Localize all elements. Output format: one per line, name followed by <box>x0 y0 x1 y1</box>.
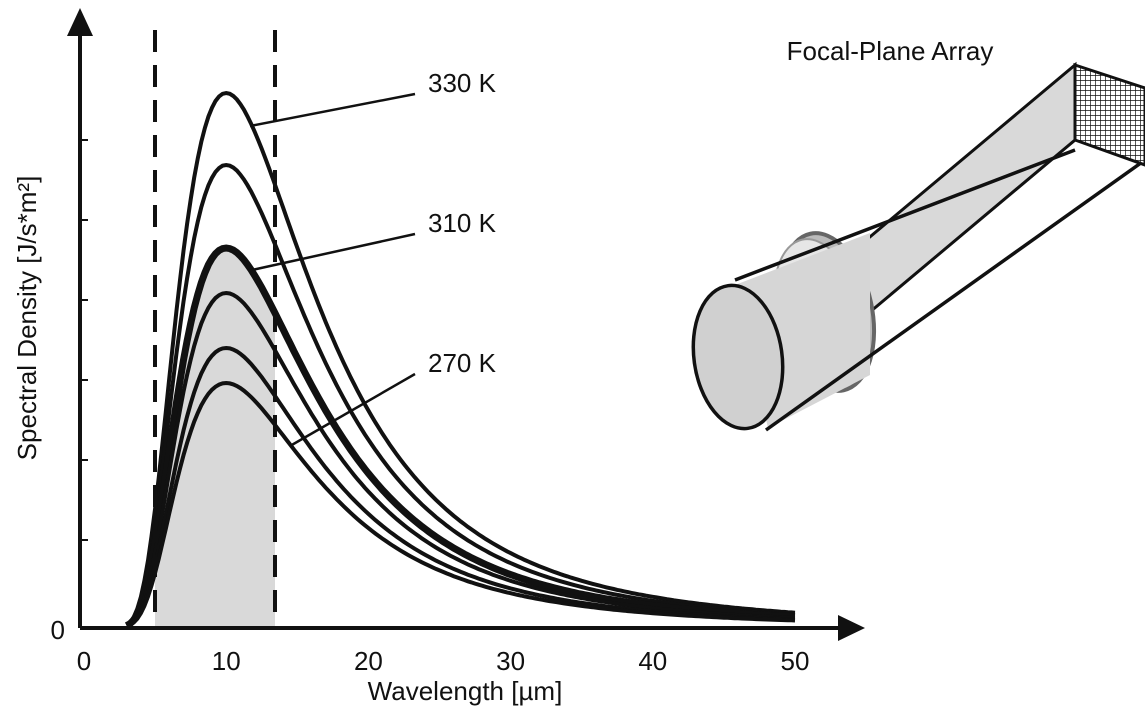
x-axis-label: Wavelength [µm] <box>368 676 563 706</box>
x-tick-label: 50 <box>781 646 810 676</box>
curve <box>124 244 796 629</box>
curve <box>125 90 796 627</box>
curve <box>126 380 796 628</box>
detector-label: Focal-Plane Array <box>787 36 994 66</box>
y-axis-arrow <box>67 8 93 36</box>
x-tick-label: 10 <box>212 646 241 676</box>
y-tick-label: 0 <box>51 615 65 645</box>
curve <box>125 290 796 628</box>
x-tick-label: 40 <box>638 646 667 676</box>
band-area <box>155 248 275 627</box>
x-tick-label: 30 <box>496 646 525 676</box>
curve-label: 270 K <box>428 348 497 378</box>
leader-lines <box>249 92 416 448</box>
y-tick-marks <box>80 139 88 541</box>
y-axis-label: Spectral Density [J/s*m²] <box>12 176 42 461</box>
curve-label: 330 K <box>428 68 497 98</box>
optics <box>691 61 1145 432</box>
x-axis-arrow <box>838 615 865 641</box>
curve <box>125 162 796 627</box>
x-tick-label: 0 <box>77 646 91 676</box>
curve-label: 310 K <box>428 208 497 238</box>
band-shade <box>155 248 275 627</box>
x-tick-label: 20 <box>354 646 383 676</box>
curves <box>124 90 796 629</box>
x-tick-labels: 0 10 20 30 40 50 <box>77 646 810 676</box>
